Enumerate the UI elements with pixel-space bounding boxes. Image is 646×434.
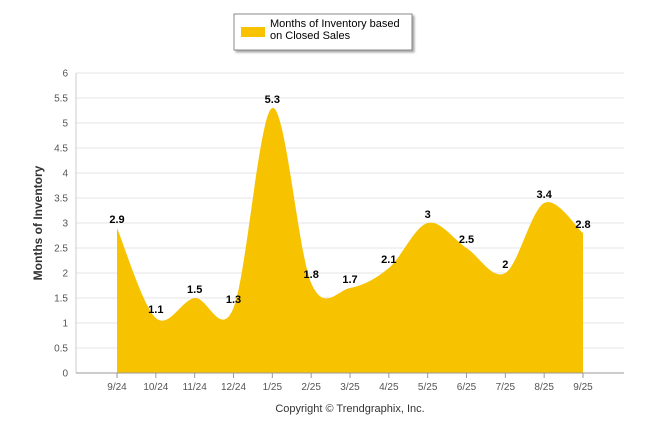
x-tick-label: 9/24 bbox=[107, 382, 127, 393]
data-label: 2.9 bbox=[109, 214, 124, 226]
x-tick-label: 5/25 bbox=[418, 382, 438, 393]
data-label: 1.7 bbox=[342, 274, 357, 286]
y-tick-label: 2.5 bbox=[54, 244, 68, 255]
y-tick-label: 5.5 bbox=[54, 94, 68, 105]
data-label: 2.5 bbox=[459, 234, 474, 246]
x-tick-label: 7/25 bbox=[496, 382, 516, 393]
data-label: 1.1 bbox=[148, 304, 163, 316]
data-label: 2 bbox=[502, 259, 508, 271]
y-tick-label: 5 bbox=[62, 119, 68, 130]
x-axis-ticks: 9/24 10/24 11/24 12/24 1/25 2/25 3/25 4/25 5/25 6… bbox=[107, 373, 593, 393]
data-label: 1.3 bbox=[226, 294, 241, 306]
x-tick-label: 4/25 bbox=[379, 382, 399, 393]
area-series bbox=[117, 107, 583, 374]
legend-label-line-1: Months of Inventory based bbox=[270, 18, 400, 30]
legend-label-line-2: on Closed Sales bbox=[270, 30, 351, 42]
y-tick-label: 1 bbox=[62, 319, 68, 330]
legend-label: Months of Inventory based on Closed Sale… bbox=[270, 18, 403, 42]
data-labels: 2.9 1.1 1.5 1.3 5.3 1.8 1.7 2.1 3 2.5 2 3.4 2.8 bbox=[109, 94, 590, 316]
y-tick-label: 6 bbox=[62, 69, 68, 80]
x-tick-label: 12/24 bbox=[221, 382, 246, 393]
data-label: 3 bbox=[425, 209, 431, 221]
x-tick-label: 6/25 bbox=[457, 382, 477, 393]
data-label: 5.3 bbox=[265, 94, 280, 106]
x-tick-label: 11/24 bbox=[183, 382, 208, 393]
y-tick-label: 4 bbox=[62, 169, 68, 180]
data-label: 1.8 bbox=[304, 269, 319, 281]
data-label: 2.1 bbox=[381, 254, 396, 266]
copyright-text: Copyright © Trendgraphix, Inc. bbox=[275, 403, 424, 415]
y-tick-label: 0 bbox=[62, 369, 68, 380]
x-tick-label: 1/25 bbox=[263, 382, 283, 393]
y-axis-title: Months of Inventory bbox=[31, 165, 45, 280]
y-axis-ticks: 0 0.5 1 1.5 2 2.5 3 3.5 4 4.5 5 5.5 6 bbox=[54, 69, 68, 380]
y-tick-label: 3 bbox=[62, 219, 68, 230]
y-tick-label: 2 bbox=[62, 269, 68, 280]
y-tick-label: 4.5 bbox=[54, 144, 68, 155]
x-tick-label: 8/25 bbox=[534, 382, 554, 393]
x-tick-label: 9/25 bbox=[573, 382, 593, 393]
data-label: 1.5 bbox=[187, 284, 202, 296]
legend: Months of Inventory based on Closed Sale… bbox=[233, 13, 413, 51]
data-label: 2.8 bbox=[575, 219, 590, 231]
x-tick-label: 3/25 bbox=[340, 382, 360, 393]
data-label: 3.4 bbox=[537, 189, 553, 201]
y-tick-label: 3.5 bbox=[54, 194, 68, 205]
x-tick-label: 10/24 bbox=[143, 382, 168, 393]
x-tick-label: 2/25 bbox=[301, 382, 321, 393]
y-tick-label: 1.5 bbox=[54, 294, 68, 305]
area-fill bbox=[117, 107, 583, 374]
legend-swatch bbox=[241, 27, 265, 37]
y-tick-label: 0.5 bbox=[54, 344, 68, 355]
